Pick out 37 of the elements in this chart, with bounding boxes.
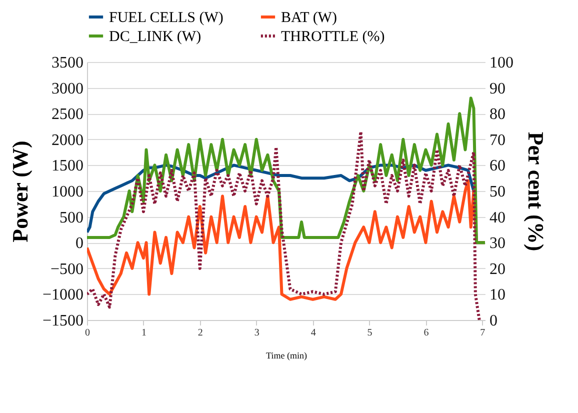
y-tick-label: 3000	[52, 80, 84, 98]
y2-axis-title: Per cent (%)	[524, 132, 548, 252]
legend-label: BAT (W)	[281, 10, 337, 26]
x-tick-label: 6	[424, 328, 429, 338]
y2-tick-label: 40	[490, 209, 506, 226]
legend-label: DC_LINK (W)	[109, 29, 202, 45]
x-tick-label: 5	[367, 328, 372, 338]
y-tick-label: −1000	[42, 286, 84, 304]
line-series	[87, 96, 485, 244]
legend-label: THROTTLE (%)	[281, 29, 385, 45]
y-tick-label: −500	[50, 260, 84, 278]
x-tick-label: 4	[310, 328, 316, 338]
x-tick-label: 3	[254, 328, 260, 338]
y2-tick-label: 70	[490, 132, 506, 149]
y-tick-label: 1000	[52, 184, 84, 200]
legend-label: FUEL CELLS (W)	[109, 10, 224, 26]
y2-tick-label: 20	[490, 260, 506, 278]
y-tick-label: 1500	[52, 158, 84, 175]
y-tick-label: 2500	[52, 106, 84, 124]
y2-tick-label: 30	[490, 235, 506, 252]
y2-tick-label: 90	[490, 80, 506, 98]
y-axis-title: Power (W)	[7, 140, 32, 242]
y2-tick-label: 100	[490, 54, 514, 72]
y2-tick-label: 60	[490, 158, 506, 175]
y2-tick-label: 10	[490, 286, 506, 304]
y-tick-label: 2000	[52, 132, 84, 149]
y2-tick-label: 50	[490, 184, 506, 200]
x-tick-label: 7	[480, 328, 486, 338]
y2-tick-label: 80	[490, 106, 506, 124]
y-tick-label: 500	[60, 209, 84, 226]
x-axis-title: Time (min)	[266, 350, 307, 360]
y-tick-label: −1500	[42, 312, 84, 330]
x-tick-label: 2	[198, 328, 203, 338]
line-series	[87, 130, 481, 320]
x-tick-label: 1	[141, 328, 146, 338]
y-tick-label: 3500	[52, 54, 84, 72]
y-tick-label: 0	[76, 235, 84, 252]
